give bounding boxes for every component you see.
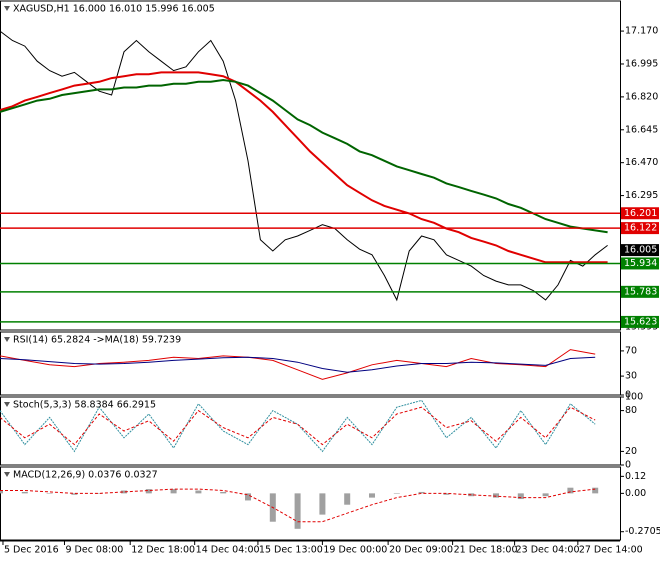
x-tick-label: 14 Dec 04:00 <box>196 545 260 556</box>
x-tick-label: 19 Dec 00:00 <box>323 545 387 556</box>
panel-icon <box>4 472 10 477</box>
histogram-bar <box>21 491 28 494</box>
series-line <box>0 356 596 373</box>
y-tick-label: 30 <box>625 371 637 382</box>
series-line <box>0 78 608 234</box>
histogram-bar <box>592 487 599 494</box>
x-tick-label: 20 Dec 09:00 <box>389 545 453 556</box>
y-tick-label: 70 <box>625 345 637 356</box>
histogram-bar <box>0 490 3 494</box>
x-tick-label: 27 Dec 14:00 <box>579 545 643 556</box>
price-label: 16.005 <box>624 245 657 256</box>
level-label: 15.783 <box>624 286 657 297</box>
series-line <box>0 349 596 380</box>
histogram-bar <box>46 493 53 494</box>
panel-title: MACD(12,26,9) 0.0376 0.0327 <box>13 470 158 481</box>
histogram-bar <box>418 491 425 494</box>
y-tick-label: -0.2705 <box>625 526 660 537</box>
series-line <box>0 406 596 446</box>
level-label-box <box>621 207 659 220</box>
panel-title: Stoch(5,3,3) 58.8384 66.2915 <box>13 400 156 411</box>
y-tick-label: 0 <box>625 390 631 401</box>
x-tick-label: 9 Dec 08:00 <box>65 545 123 556</box>
panel <box>0 466 621 541</box>
y-tick-label: 0.12 <box>625 471 646 482</box>
histogram-bar <box>96 493 103 494</box>
y-tick-label: 0.00 <box>625 488 646 499</box>
level-label: 16.122 <box>624 223 657 234</box>
x-tick-label: 5 Dec 2016 <box>4 545 59 556</box>
x-tick-label: 21 Dec 18:00 <box>454 545 518 556</box>
y-tick-label: 100 <box>625 392 643 403</box>
series-line <box>0 30 608 302</box>
level-label: 16.201 <box>624 208 657 219</box>
panel-icon <box>4 337 10 342</box>
histogram-bar <box>245 493 251 501</box>
series-line <box>0 399 596 453</box>
level-label-box <box>621 315 659 328</box>
level-label-box <box>621 257 659 270</box>
level-label-box <box>621 222 659 235</box>
histogram-bar <box>567 487 574 494</box>
histogram-bar <box>294 493 301 529</box>
histogram-bar <box>517 493 524 500</box>
histogram-bar <box>71 493 78 495</box>
y-tick-label: 20 <box>625 446 637 457</box>
level-label: 15.623 <box>624 316 657 327</box>
y-tick-label: 0 <box>625 460 631 471</box>
x-tick-label: 15 Dec 13:00 <box>259 545 323 556</box>
panel <box>0 396 621 466</box>
y-tick-label: 16.995 <box>625 58 658 69</box>
y-tick-label: 16.820 <box>625 91 658 102</box>
histogram-bar <box>319 493 326 515</box>
y-tick-label: 17.170 <box>625 26 658 37</box>
histogram-bar <box>145 489 152 494</box>
histogram-bar <box>369 493 375 498</box>
y-tick-label: 16.470 <box>625 157 658 168</box>
x-tick-label: 12 Dec 18:00 <box>131 545 195 556</box>
panel <box>0 0 621 331</box>
histogram-bar <box>220 491 227 494</box>
y-tick-label: 16.295 <box>625 190 658 201</box>
panel-icon <box>4 6 10 11</box>
histogram-bar <box>121 490 127 494</box>
panel-title: RSI(14) 65.2824 ->MA(18) 59.7239 <box>13 335 181 346</box>
price-label-box <box>621 244 659 257</box>
series-line <box>0 71 608 264</box>
panel-icon <box>4 402 10 407</box>
level-label: 15.934 <box>624 258 657 269</box>
histogram-bar <box>344 493 351 505</box>
histogram-bar <box>443 493 450 495</box>
level-label-box <box>621 285 659 298</box>
y-tick-label: 16.645 <box>625 124 658 135</box>
histogram-bar <box>493 493 499 498</box>
x-tick-label: 23 Dec 04:00 <box>516 545 580 556</box>
series-line <box>0 488 596 523</box>
y-tick-label: 80 <box>625 405 637 416</box>
histogram-bar <box>542 493 549 497</box>
histogram-bar <box>393 493 400 494</box>
histogram-bar <box>170 489 177 494</box>
panel-title: XAGUSD,H1 16.000 16.010 15.996 16.005 <box>13 4 215 15</box>
histogram-bar <box>195 490 202 494</box>
